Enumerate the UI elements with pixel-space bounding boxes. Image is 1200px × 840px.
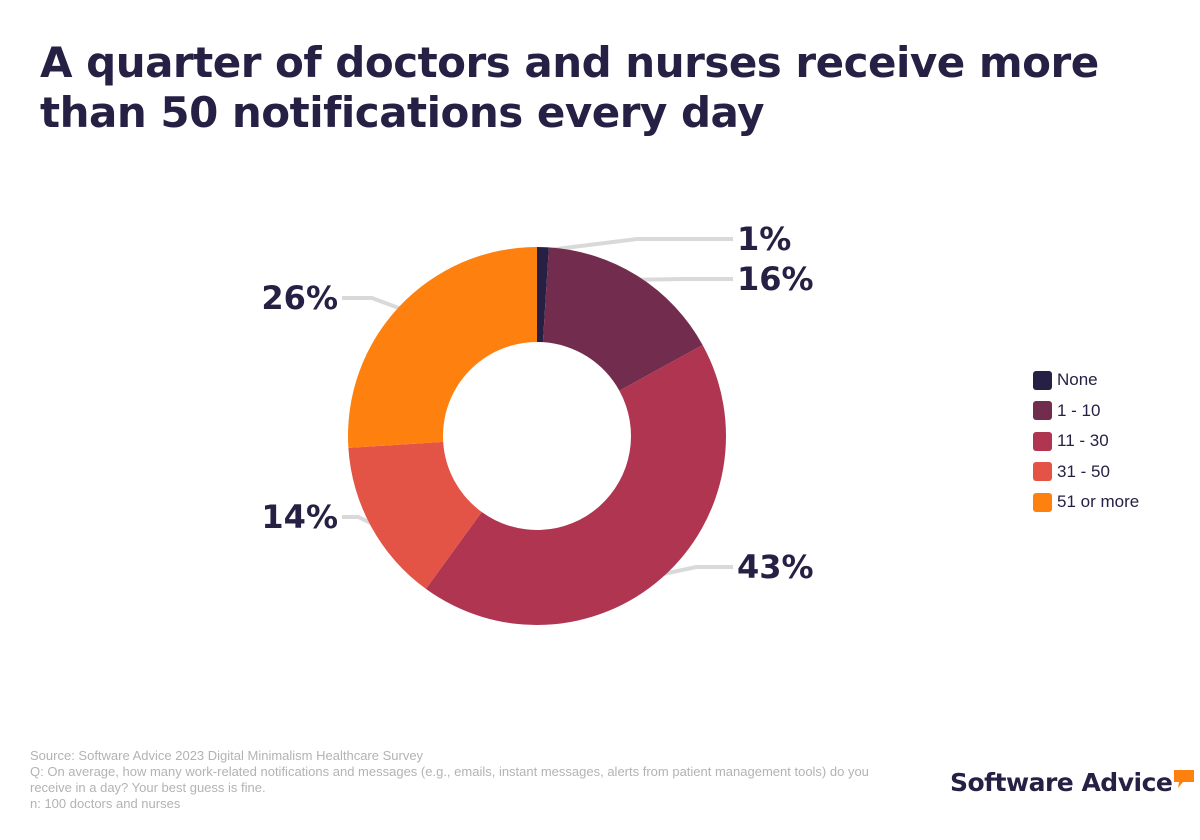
legend-label: 11 - 30 bbox=[1057, 431, 1109, 451]
slice-none bbox=[537, 247, 549, 343]
legend-swatch bbox=[1033, 462, 1052, 482]
brand-name: Software Advice bbox=[950, 768, 1173, 797]
legend-swatch bbox=[1033, 370, 1052, 390]
slice-labels: 1%16% 43% 14% 26% bbox=[261, 220, 813, 586]
legend-label: None bbox=[1057, 370, 1098, 390]
legend-label: 31 - 50 bbox=[1057, 461, 1110, 481]
leader-line-none bbox=[540, 237, 733, 254]
legend-item-1-10: 1 - 10 bbox=[1033, 396, 1139, 427]
donut-slices bbox=[348, 247, 726, 625]
footnote-source: Source: Software Advice 2023 Digital Min… bbox=[30, 748, 424, 763]
legend-swatch bbox=[1033, 401, 1052, 421]
footnote-question: Q: On average, how many work-related not… bbox=[30, 764, 869, 795]
legend-item-31-50: 31 - 50 bbox=[1033, 457, 1139, 488]
slice-label-51-or-more: 26% bbox=[261, 279, 338, 317]
leader-line-1-10 bbox=[636, 277, 733, 282]
leader-line-51-or-more bbox=[342, 296, 403, 312]
legend-swatch bbox=[1033, 492, 1052, 512]
slice-label-1-10: 16% bbox=[737, 260, 814, 298]
slice-51-or-more bbox=[348, 247, 537, 448]
legend-swatch bbox=[1033, 431, 1052, 451]
legend-item-11-30: 11 - 30 bbox=[1033, 426, 1139, 457]
slice-11-30 bbox=[425, 344, 726, 625]
chart-legend: None 1 - 10 11 - 30 31 - 50 51 or more bbox=[1033, 365, 1139, 518]
legend-label: 51 or more bbox=[1057, 492, 1140, 512]
footnote: Source: Software Advice 2023 Digital Min… bbox=[30, 748, 870, 812]
slice-1-10 bbox=[542, 247, 703, 391]
speech-bubble-icon bbox=[1174, 770, 1195, 788]
slice-31-50 bbox=[348, 441, 482, 589]
leader-line-11-30 bbox=[658, 565, 733, 577]
slice-label-11-30: 43% bbox=[737, 548, 814, 586]
slice-label-31-50: 14% bbox=[261, 498, 338, 536]
brand-logo: Software Advice bbox=[950, 768, 1195, 797]
footnote-sample: n: 100 doctors and nurses bbox=[30, 796, 181, 811]
legend-item-51-or-more: 51 or more bbox=[1033, 487, 1139, 518]
leader-lines bbox=[342, 237, 733, 577]
slice-label-none: 1% bbox=[737, 220, 791, 258]
chart-title: A quarter of doctors and nurses receive … bbox=[40, 38, 1099, 137]
legend-item-none: None bbox=[1033, 365, 1139, 396]
legend-label: 1 - 10 bbox=[1057, 400, 1101, 420]
